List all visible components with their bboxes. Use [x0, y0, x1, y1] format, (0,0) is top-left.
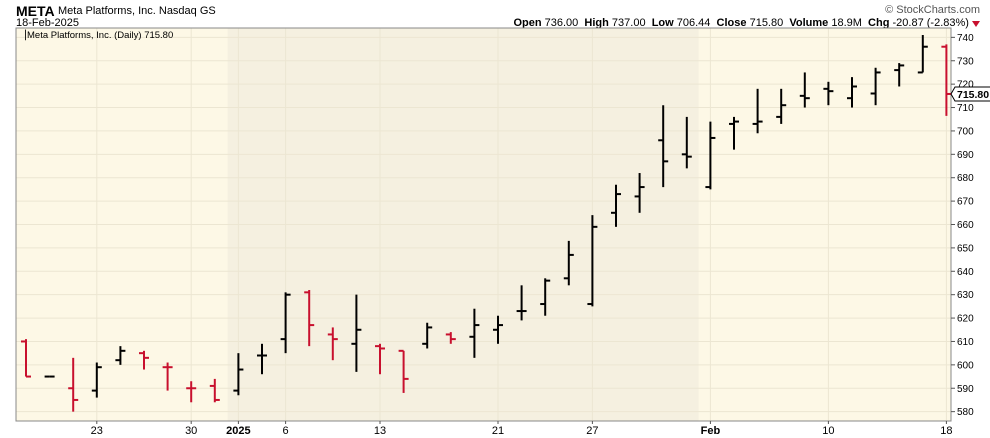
high-label: High [584, 17, 609, 29]
ohlc-bar [257, 343, 267, 375]
ohlc-bar [139, 350, 149, 370]
low-value: 706.44 [676, 17, 711, 29]
quote-summary: Open 736.00 High 737.00 Low 706.44 Close… [513, 17, 980, 29]
ohlc-bar [705, 121, 716, 190]
ohlc-bar [351, 294, 362, 372]
y-tick-label: 670 [957, 197, 974, 208]
ohlc-bar [870, 67, 881, 106]
ohlc-bar [658, 105, 669, 188]
company-label: Meta Platforms, Inc. [58, 5, 156, 17]
ticker-symbol: META [16, 3, 55, 19]
x-tick-label: 10 [822, 425, 834, 437]
quote-date: 18-Feb-2025 [16, 17, 79, 29]
x-tick-label: 21 [492, 425, 504, 437]
ohlc-bar [493, 315, 503, 344]
chg-value: -20.87 (-2.83%) [892, 17, 969, 29]
ohlc-bar [398, 349, 409, 393]
ohlc-bar [917, 35, 928, 74]
y-tick-label: 740 [957, 33, 974, 44]
ohlc-bar [799, 72, 810, 108]
exchange-label: Nasdaq GS [158, 5, 216, 17]
open-label: Open [513, 17, 542, 29]
close-value: 715.80 [749, 17, 784, 29]
x-tick-label: 18 [940, 425, 952, 437]
x-tick-label: 30 [185, 425, 197, 437]
ohlc-bar [681, 116, 692, 169]
x-tick-label: 27 [586, 425, 598, 437]
x-tick-label: 6 [283, 425, 289, 437]
chg-label: Chg [868, 17, 890, 29]
ohlc-bar [729, 116, 739, 150]
last-price-label: 715.80 [957, 89, 989, 101]
y-tick-label: 730 [957, 56, 974, 67]
x-tick-label: 2025 [226, 425, 250, 437]
y-tick-label: 590 [957, 384, 974, 395]
y-tick-label: 610 [957, 337, 974, 348]
ohlc-bar [587, 215, 598, 307]
volume-value: 18.9M [831, 17, 862, 29]
y-tick-label: 580 [957, 407, 974, 418]
ohlc-bar [422, 322, 433, 349]
ohlc-bar [847, 77, 857, 108]
y-tick-label: 680 [957, 173, 974, 184]
ohlc-bar [304, 290, 315, 347]
ohlc-bar [469, 308, 480, 358]
legend-bar-icon: ▕ [19, 29, 26, 41]
ohlc-bar [611, 184, 621, 227]
ohlc-bar [776, 88, 787, 124]
ohlc-bar [823, 81, 834, 106]
x-tick-label: 13 [374, 425, 386, 437]
ohlc-bar [280, 292, 291, 354]
down-triangle-icon [972, 20, 980, 27]
ohlc-bar [445, 332, 456, 344]
ohlc-bar [68, 357, 79, 412]
x-tick-label: 23 [91, 425, 103, 437]
y-tick-label: 640 [957, 267, 974, 278]
legend-label: Meta Platforms, Inc. (Daily) 715.80 [27, 30, 173, 41]
high-value: 737.00 [611, 17, 646, 29]
y-tick-label: 650 [957, 243, 974, 254]
ohlc-bar [563, 240, 574, 286]
ohlc-bar [516, 285, 527, 321]
ohlc-bar [115, 346, 126, 365]
y-tick-label: 630 [957, 290, 974, 301]
brand-link[interactable]: © StockCharts.com [885, 4, 980, 16]
ohlc-bar [752, 88, 763, 134]
y-tick-label: 710 [957, 103, 974, 114]
last-price-box [950, 86, 990, 102]
ohlc-bar [233, 353, 244, 396]
y-tick-label: 690 [957, 150, 974, 161]
ohlc-bar [209, 378, 220, 403]
ohlc-bar [634, 173, 645, 213]
y-tick-label: 720 [957, 80, 974, 91]
y-tick-label: 620 [957, 314, 974, 325]
x-tick-label: Feb [701, 425, 721, 437]
y-tick-label: 700 [957, 126, 974, 137]
volume-label: Volume [789, 17, 829, 29]
y-tick-label: 660 [957, 220, 974, 231]
y-tick-label: 600 [957, 360, 974, 371]
company-name: Meta Platforms, Inc. Nasdaq GS [58, 5, 216, 17]
ohlc-bar [894, 63, 905, 87]
ohlc-bar [91, 362, 102, 398]
ohlc-bar [186, 381, 197, 403]
ohlc-bar [375, 343, 385, 375]
ohlc-bar [327, 327, 338, 361]
ohlc-bar [21, 339, 31, 378]
ohlc-bar [162, 362, 173, 391]
close-label: Close [716, 17, 747, 29]
open-value: 736.00 [544, 17, 579, 29]
ohlc-bar [540, 278, 551, 316]
low-label: Low [651, 17, 674, 29]
